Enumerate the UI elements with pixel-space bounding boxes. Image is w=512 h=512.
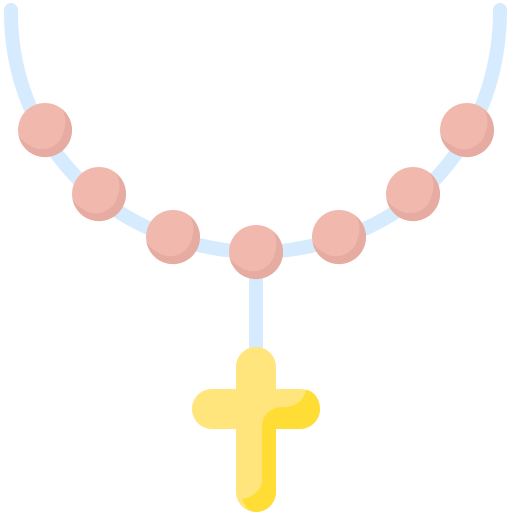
bead	[312, 210, 367, 265]
bead-shade	[72, 172, 127, 222]
bead	[386, 167, 441, 222]
cross-shade	[242, 389, 320, 512]
bead-face	[441, 104, 487, 150]
bead	[440, 103, 495, 158]
cross-base	[192, 347, 320, 512]
bead-face	[387, 168, 433, 214]
bead-face	[230, 226, 276, 272]
bead	[18, 103, 73, 158]
bead	[146, 210, 201, 265]
bead	[229, 225, 284, 280]
bead-group	[18, 103, 495, 280]
bead-face	[73, 168, 119, 214]
cross-icon	[192, 347, 320, 512]
bead-shade	[312, 215, 367, 265]
bead-shade	[146, 215, 201, 265]
bead-shade	[440, 108, 495, 158]
bead-shade	[386, 172, 441, 222]
bead	[72, 167, 127, 222]
bead-shade	[229, 230, 284, 280]
bead-face	[313, 211, 359, 257]
bead-face	[147, 211, 193, 257]
bead-shade	[18, 108, 73, 158]
bead-face	[19, 104, 65, 150]
